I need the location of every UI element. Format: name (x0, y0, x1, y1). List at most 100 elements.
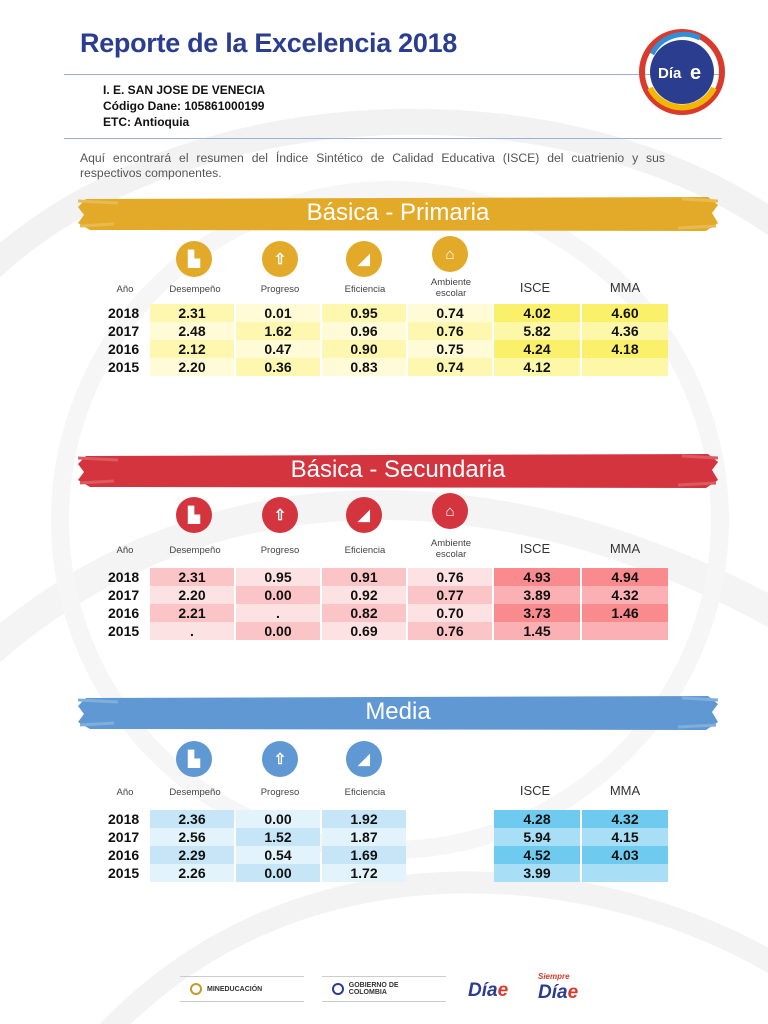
cell-desempeno: 2.56 (150, 828, 234, 846)
desempeno-icon: ▙ (176, 241, 212, 277)
col-isce-header: ISCE (519, 280, 551, 295)
cell-ambiente: 0.75 (408, 340, 492, 358)
progreso-icon: ⇧ (262, 741, 298, 777)
col-year-header: Año (116, 787, 134, 798)
cell-desempeno: 2.31 (150, 568, 234, 586)
cell-isce: 4.93 (494, 568, 580, 586)
desempeno-icon: ▙ (176, 741, 212, 777)
cell-isce: 4.02 (494, 304, 580, 322)
cell-mma: 4.32 (582, 810, 668, 828)
cell-progreso: 0.01 (236, 304, 320, 322)
etc-label: ETC: Antioquia (103, 115, 190, 129)
cell-isce: 4.24 (494, 340, 580, 358)
cell-progreso: 0.00 (236, 586, 320, 604)
col-mma-header: MMA (609, 783, 641, 798)
ambiente-icon: ⌂ (432, 493, 468, 529)
cell-mma: 4.15 (582, 828, 668, 846)
primaria-title: Básica - Primaria (306, 199, 490, 226)
cell-desempeno: 2.29 (150, 846, 234, 864)
cell-isce: 4.52 (494, 846, 580, 864)
col-progreso-header: Progreso (260, 787, 300, 798)
year-label: 2017 (108, 829, 140, 845)
year-label: 2018 (108, 569, 140, 585)
cell-isce: 4.12 (494, 358, 580, 376)
page-title: Reporte de la Excelencia 2018 (80, 28, 458, 58)
cell-eficiencia: 0.96 (322, 322, 406, 340)
cell-desempeno: 2.20 (150, 586, 234, 604)
cell-mma: 4.03 (582, 846, 668, 864)
cell-progreso: 1.62 (236, 322, 320, 340)
cell-progreso: 0.36 (236, 358, 320, 376)
year-label: 2018 (108, 811, 140, 827)
mineducacion-logo: MINEDUCACIÓN (180, 976, 304, 1002)
cell-mma: 4.94 (582, 568, 668, 586)
col-eficiencia-header: Eficiencia (344, 787, 386, 798)
cell-eficiencia: 0.91 (322, 568, 406, 586)
col-year-header: Año (116, 284, 134, 295)
cell-mma: 4.18 (582, 340, 668, 358)
col-mma-header: MMA (609, 280, 641, 295)
desempeno-icon: ▙ (176, 497, 212, 533)
cell-progreso: 0.95 (236, 568, 320, 586)
cell-ambiente: 0.77 (408, 586, 492, 604)
cell-mma (582, 622, 668, 640)
col-ambiente-header: Ambiente escolar (430, 538, 472, 560)
dia-e-footer-logo: Díae (468, 980, 509, 1001)
ambiente-icon: ⌂ (432, 236, 468, 272)
dane-code: Código Dane: 105861000199 (103, 99, 265, 113)
cell-progreso: . (236, 604, 320, 622)
secundaria-banner: Básica - Secundaria (78, 450, 718, 490)
cell-ambiente: 0.76 (408, 322, 492, 340)
cell-mma: 4.60 (582, 304, 668, 322)
col-desempeno-header: Desempeño (169, 284, 221, 295)
cell-ambiente: 0.76 (408, 622, 492, 640)
cell-desempeno: 2.31 (150, 304, 234, 322)
progreso-icon: ⇧ (262, 241, 298, 277)
cell-desempeno: . (150, 622, 234, 640)
cell-desempeno: 2.26 (150, 864, 234, 882)
seal-icon (332, 983, 344, 995)
cell-isce: 5.94 (494, 828, 580, 846)
cell-eficiencia: 1.69 (322, 846, 406, 864)
year-label: 2018 (108, 305, 140, 321)
col-eficiencia-header: Eficiencia (344, 284, 386, 295)
cell-isce: 3.99 (494, 864, 580, 882)
cell-progreso: 0.47 (236, 340, 320, 358)
progreso-icon: ⇧ (262, 497, 298, 533)
col-progreso-header: Progreso (260, 545, 300, 556)
cell-progreso: 0.00 (236, 622, 320, 640)
cell-isce: 3.89 (494, 586, 580, 604)
eficiencia-icon: ◢ (346, 241, 382, 277)
cell-isce: 4.28 (494, 810, 580, 828)
year-label: 2016 (108, 605, 140, 621)
cell-mma (582, 358, 668, 376)
mineducacion-label: MINEDUCACIÓN (207, 985, 263, 993)
cell-desempeno: 2.48 (150, 322, 234, 340)
cell-eficiencia: 1.92 (322, 810, 406, 828)
primaria-banner: Básica - Primaria (78, 193, 718, 233)
eficiencia-icon: ◢ (346, 741, 382, 777)
col-eficiencia-header: Eficiencia (344, 545, 386, 556)
cell-eficiencia: 0.82 (322, 604, 406, 622)
dia-e-logo: Día e (638, 28, 726, 116)
cell-progreso: 0.54 (236, 846, 320, 864)
cell-progreso: 0.00 (236, 864, 320, 882)
col-isce-header: ISCE (519, 541, 551, 556)
year-label: 2015 (108, 623, 140, 639)
year-label: 2015 (108, 865, 140, 881)
year-label: 2016 (108, 847, 140, 863)
seal-icon (190, 983, 202, 995)
col-desempeno-header: Desempeño (169, 545, 221, 556)
cell-eficiencia: 0.69 (322, 622, 406, 640)
siempre-dia-e-logo: Díae (538, 982, 579, 1003)
col-isce-header: ISCE (519, 783, 551, 798)
secundaria-title: Básica - Secundaria (290, 456, 506, 483)
cell-mma: 1.46 (582, 604, 668, 622)
cell-ambiente: 0.70 (408, 604, 492, 622)
cell-isce: 1.45 (494, 622, 580, 640)
cell-mma (582, 864, 668, 882)
cell-desempeno: 2.21 (150, 604, 234, 622)
cell-progreso: 0.00 (236, 810, 320, 828)
cell-eficiencia: 1.87 (322, 828, 406, 846)
gobierno-logo: GOBIERNO DE COLOMBIA (322, 976, 446, 1002)
